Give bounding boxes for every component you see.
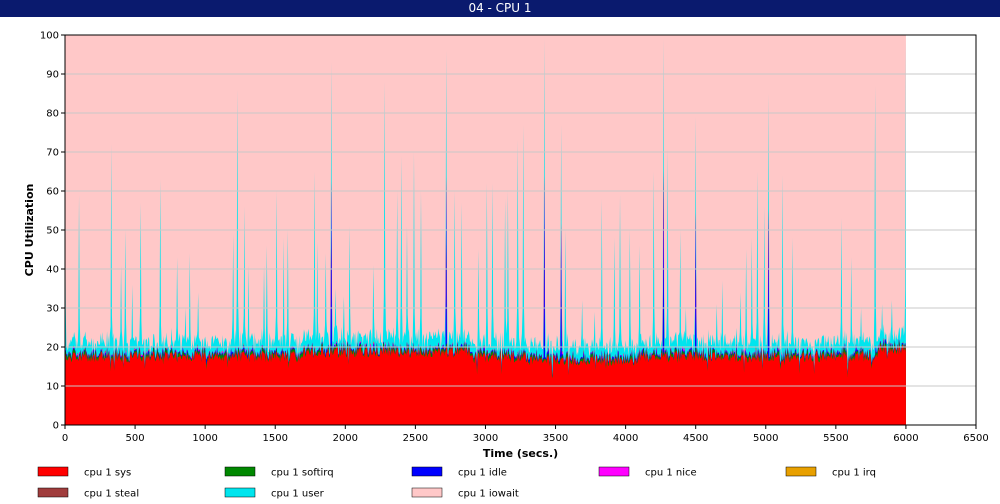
x-tick-label-6000: 6000 <box>893 433 918 444</box>
x-tick-label-2000: 2000 <box>333 433 358 444</box>
legend-swatch-cpu-1-nice <box>598 466 630 477</box>
y-tick-label-90: 90 <box>46 70 59 81</box>
x-tick-label-500: 500 <box>126 433 145 444</box>
x-tick-label-4500: 4500 <box>683 433 708 444</box>
x-tick-label-5500: 5500 <box>823 433 848 444</box>
chart-title: 04 - CPU 1 <box>468 1 532 15</box>
legend-swatch-cpu-1-softirq <box>224 466 256 477</box>
legend-swatch-cpu-1-irq <box>785 466 817 477</box>
x-tick-label-1000: 1000 <box>192 433 217 444</box>
legend-label-cpu-1-iowait: cpu 1 iowait <box>458 489 519 500</box>
series-area-cpu-1-sys <box>65 343 906 425</box>
legend-swatch-cpu-1-iowait <box>411 487 443 498</box>
y-tick-label-80: 80 <box>46 109 59 120</box>
x-tick-label-3500: 3500 <box>543 433 568 444</box>
legend-label-cpu-1-irq: cpu 1 irq <box>832 468 876 479</box>
chart-title-bar: 04 - CPU 1 <box>0 0 1000 17</box>
legend-swatch-cpu-1-steal <box>37 487 69 498</box>
x-axis-title: Time (secs.) <box>483 447 558 460</box>
x-tick-label-6500: 6500 <box>963 433 988 444</box>
legend-label-cpu-1-user: cpu 1 user <box>271 489 325 500</box>
legend-label-cpu-1-sys: cpu 1 sys <box>84 468 131 479</box>
y-tick-label-30: 30 <box>46 304 59 315</box>
y-tick-label-40: 40 <box>46 265 59 276</box>
x-tick-label-3000: 3000 <box>473 433 498 444</box>
y-tick-label-60: 60 <box>46 187 59 198</box>
y-tick-label-100: 100 <box>40 31 59 42</box>
y-tick-label-0: 0 <box>53 421 59 432</box>
legend-swatch-cpu-1-idle <box>411 466 443 477</box>
x-tick-label-2500: 2500 <box>403 433 428 444</box>
x-tick-label-4000: 4000 <box>613 433 638 444</box>
legend-label-cpu-1-softirq: cpu 1 softirq <box>271 468 334 479</box>
y-tick-label-10: 10 <box>46 382 59 393</box>
y-axis-title: CPU Utilization <box>23 184 36 277</box>
legend-label-cpu-1-nice: cpu 1 nice <box>645 468 697 479</box>
x-tick-label-0: 0 <box>62 433 68 444</box>
x-tick-label-5000: 5000 <box>753 433 778 444</box>
legend-swatch-cpu-1-sys <box>37 466 69 477</box>
legend-label-cpu-1-idle: cpu 1 idle <box>458 468 507 479</box>
y-tick-label-20: 20 <box>46 343 59 354</box>
x-tick-label-1500: 1500 <box>263 433 288 444</box>
legend-label-cpu-1-steal: cpu 1 steal <box>84 489 139 500</box>
y-tick-label-70: 70 <box>46 148 59 159</box>
legend-swatch-cpu-1-user <box>224 487 256 498</box>
y-tick-label-50: 50 <box>46 226 59 237</box>
